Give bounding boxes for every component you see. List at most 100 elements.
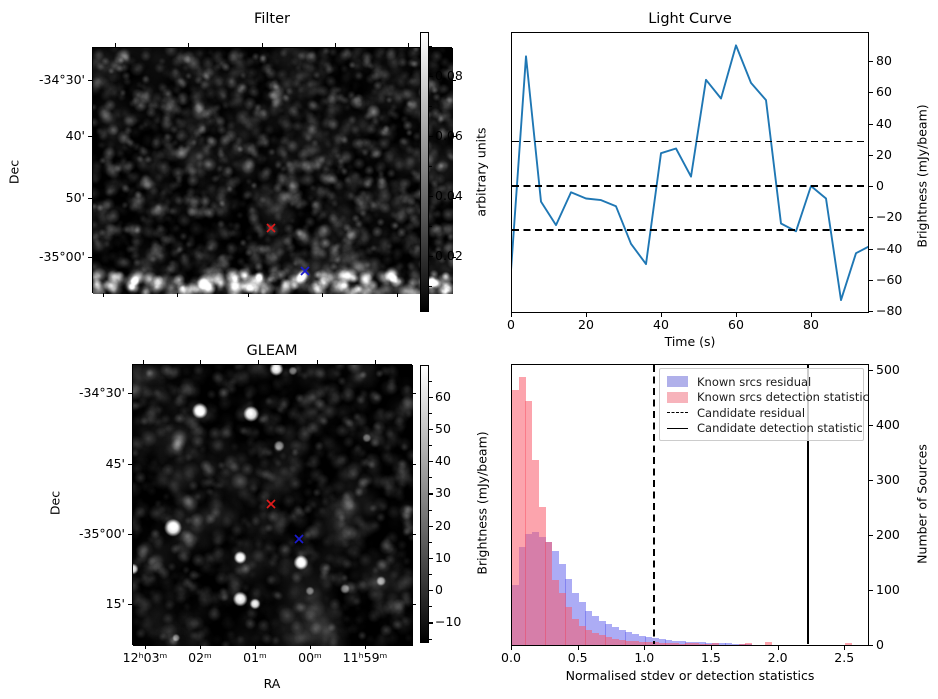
filter-colorbar-tick-label: 0.04: [435, 187, 463, 203]
legend-solid-line-sample: [667, 427, 688, 429]
legend-entry-label: Candidate detection statistic: [697, 421, 863, 436]
histogram-bar-detection: [658, 642, 666, 645]
lightcurve-axes: [511, 32, 869, 313]
gleam-y-tick-right: [412, 604, 416, 606]
histogram-bar-residual: [651, 637, 660, 645]
histogram-bar-residual: [698, 642, 706, 645]
lightcurve-y-tick: [869, 123, 873, 125]
filter-x-tick: [248, 293, 250, 297]
histogram-bar-detection: [512, 389, 520, 645]
histogram-x-tick: [777, 646, 779, 650]
gleam-xlabel: RA: [263, 676, 281, 691]
histogram-bar-detection: [751, 644, 760, 645]
filter-image-frame: [92, 47, 453, 294]
gleam-x-tick-top: [143, 360, 145, 364]
filter-colorbar: [420, 32, 429, 312]
gleam-y-tick-right: [412, 534, 416, 536]
filter-x-tick-top: [408, 43, 410, 47]
histogram-xlabel: Normalised stdev or detection statistics: [565, 668, 815, 683]
gleam-colorbar-tick-label: 30: [435, 485, 451, 501]
filter-y-tick: [88, 257, 92, 259]
legend-swatch-detection: [667, 391, 688, 403]
lightcurve-title: Light Curve: [648, 11, 732, 27]
lightcurve-x-tick: [586, 313, 588, 317]
gleam-colorbar-minor-tick: [429, 445, 432, 447]
gleam-y-tick-right: [412, 392, 416, 394]
histogram-bar-residual: [578, 602, 586, 645]
legend-swatch-residual: [667, 376, 688, 388]
histogram-y-tick: [869, 589, 873, 591]
histogram-bar-detection: [625, 640, 633, 645]
lightcurve-y-tick: [869, 61, 873, 63]
filter-ylabel: Dec: [6, 159, 22, 185]
histogram-bar-residual: [611, 627, 620, 645]
filter-y-tick-label: 40': [65, 127, 85, 143]
filter-x-tick-top: [262, 43, 264, 47]
lightcurve-x-tick-label: 60: [728, 317, 744, 332]
gleam-y-tick-label: 45': [105, 456, 125, 472]
lightcurve-x-tick: [811, 313, 813, 317]
histogram-bar-residual: [618, 630, 626, 645]
histogram-bar-detection: [845, 642, 853, 645]
gleam-x-tick-label: 12ʰ03ᵐ: [122, 650, 168, 665]
legend-entry: Candidate residual: [667, 405, 855, 421]
histogram-bars: [512, 365, 868, 645]
histogram-bar-detection: [711, 643, 720, 645]
lightcurve-y-tick: [869, 248, 873, 250]
lightcurve-y-tick-label: −20: [876, 209, 903, 224]
gleam-colorbar-tick: [429, 428, 433, 431]
filter-colorbar-minor-tick: [429, 286, 432, 288]
filter-image: [93, 48, 453, 294]
lightcurve-ylabel: Brightness (mJy/beam): [914, 104, 930, 248]
gleam-x-tick-label: 02ᵐ: [188, 650, 212, 665]
histogram-x-tick: [844, 646, 846, 650]
histogram-bar-residual: [605, 624, 613, 645]
filter-colorbar-tick: [429, 256, 433, 258]
filter-x-tick: [397, 293, 399, 297]
histogram-bar-detection: [525, 400, 533, 645]
gleam-x-tick: [255, 645, 257, 649]
filter-x-tick-top: [188, 43, 190, 47]
gleam-colorbar-tick-label: 20: [435, 517, 451, 533]
lightcurve-y-tick-label: 80: [876, 52, 892, 68]
filter-colorbar-tick-label: 0.02: [435, 247, 463, 263]
legend-entry-label: Known srcs detection statistic: [697, 390, 869, 405]
filter-reference-x-marker: [300, 262, 311, 281]
lightcurve-threshold-line: [512, 228, 868, 231]
histogram-y-tick: [869, 534, 873, 536]
gleam-x-tick: [365, 645, 367, 649]
gleam-colorbar-minor-tick: [429, 477, 432, 479]
filter-colorbar-tick: [429, 75, 433, 77]
histogram-x-tick: [577, 646, 579, 650]
histogram-x-tick-label: 1.0: [634, 650, 655, 665]
gleam-y-tick: [128, 604, 132, 606]
gleam-colorbar-tick-label: −10: [435, 614, 462, 630]
histogram-bar-detection: [725, 644, 733, 645]
lightcurve-y-tick-label: 40: [876, 115, 892, 131]
gleam-image-frame: [132, 364, 413, 646]
lightcurve-x-tick-label: 0: [507, 317, 515, 332]
histogram-y-tick-label: 400: [876, 416, 900, 432]
filter-colorbar-tick: [429, 196, 433, 198]
histogram-x-tick: [644, 646, 646, 650]
histogram-bar-detection: [678, 643, 686, 645]
filter-candidate-x-marker: [265, 219, 276, 238]
gleam-colorbar-label: Brightness (mJy/beam): [474, 431, 490, 575]
gleam-colorbar-minor-tick: [429, 574, 432, 576]
lightcurve-y-tick-label: −60: [876, 271, 903, 287]
gleam-colorbar-tick-label: 0: [435, 581, 443, 597]
lightcurve-x-tick: [661, 313, 663, 317]
histogram-bar-detection: [665, 642, 673, 645]
histogram-bar-detection: [718, 644, 726, 645]
gleam-colorbar-tick: [429, 461, 433, 463]
histogram-x-tick-label: 2.5: [834, 650, 855, 665]
lightcurve-y-tick-label: −40: [876, 240, 903, 256]
gleam-x-tick: [200, 645, 202, 649]
histogram-bar-detection: [585, 629, 593, 645]
histogram-bar-detection: [605, 637, 613, 645]
legend-entry: Known srcs detection statistic: [667, 390, 869, 406]
histogram-bar-detection: [551, 580, 560, 645]
gleam-y-tick: [128, 464, 132, 466]
gleam-colorbar-tick-label: 40: [435, 452, 451, 468]
gleam-y-tick: [128, 534, 132, 536]
